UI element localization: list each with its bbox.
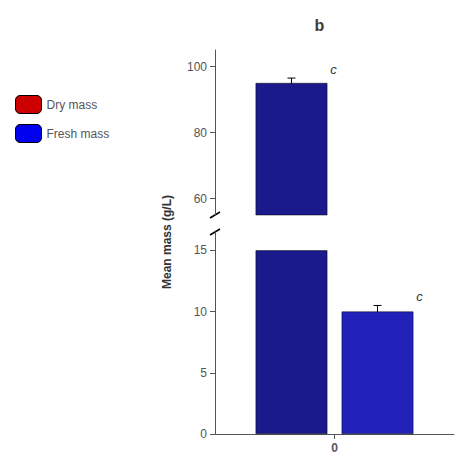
svg-text:Dry mass: Dry mass — [47, 98, 98, 112]
svg-text:10: 10 — [194, 305, 208, 319]
svg-text:80: 80 — [194, 126, 208, 140]
svg-text:b: b — [315, 17, 325, 34]
svg-text:c: c — [416, 289, 423, 304]
svg-text:0: 0 — [200, 427, 207, 441]
svg-text:Mean mass (g/L): Mean mass (g/L) — [160, 195, 174, 289]
svg-text:60: 60 — [194, 192, 208, 206]
svg-text:5: 5 — [200, 366, 207, 380]
svg-text:c: c — [330, 62, 337, 77]
svg-text:100: 100 — [187, 60, 207, 74]
svg-text:0: 0 — [331, 441, 338, 455]
svg-text:15: 15 — [194, 243, 208, 257]
svg-text:Fresh mass: Fresh mass — [47, 127, 110, 141]
